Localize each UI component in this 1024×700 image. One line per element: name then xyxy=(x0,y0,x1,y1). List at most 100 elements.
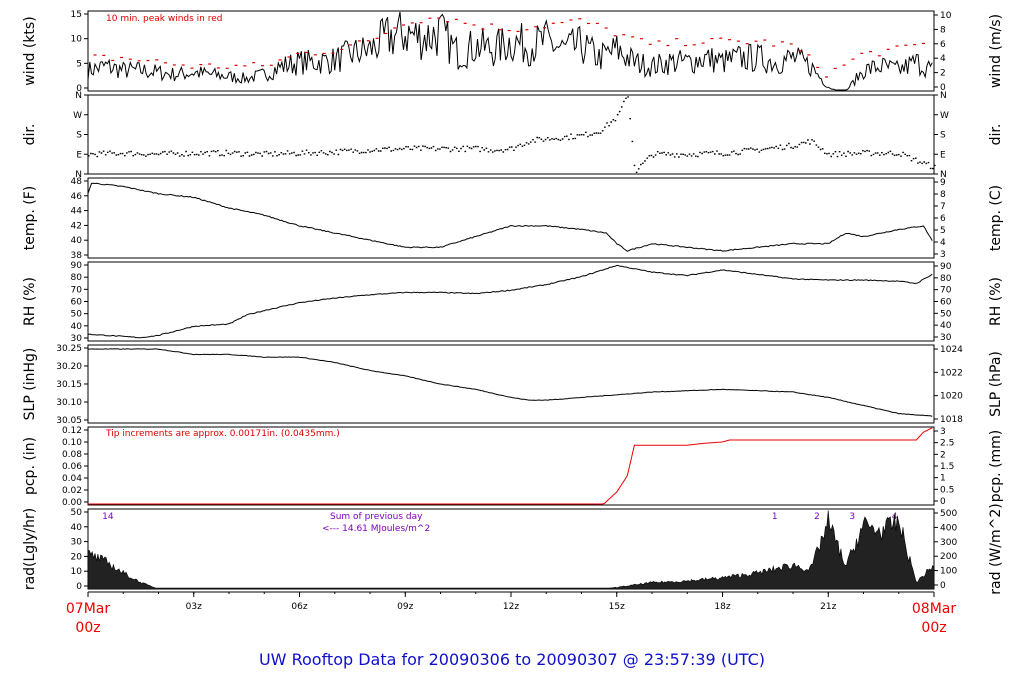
right-tick-label-temp: 5 xyxy=(940,226,946,236)
right-tick-label-dir: N xyxy=(940,91,947,101)
right-tick-label-dir: E xyxy=(940,150,946,160)
right-tick-label-slp: 1020 xyxy=(940,392,963,402)
right-tick-label-wind: 2 xyxy=(940,69,946,79)
right-tick-label-rh: 80 xyxy=(940,274,952,284)
left-axis-label-slp: SLP (inHg) xyxy=(22,348,38,421)
right-tick-label-temp: 9 xyxy=(940,178,946,188)
x-tick-label: 06z xyxy=(291,602,307,612)
right-tick-label-temp: 7 xyxy=(940,202,946,212)
left-tick-label-pcp: 0.02 xyxy=(62,486,82,496)
left-tick-label-temp: 44 xyxy=(71,207,83,217)
right-tick-label-pcp: 0.5 xyxy=(940,485,954,495)
right-tick-label-temp: 3 xyxy=(940,250,946,260)
left-axis-label-rh: RH (%) xyxy=(22,277,38,326)
panel-frame-wind xyxy=(87,10,935,92)
x-tick-label: 09z xyxy=(397,602,413,612)
left-tick-label-dir: N xyxy=(75,170,82,180)
right-tick-label-dir: S xyxy=(940,131,946,141)
right-tick-label-pcp: 1 xyxy=(940,474,946,484)
left-tick-label-rh: 70 xyxy=(71,285,83,295)
right-tick-label-rh: 70 xyxy=(940,286,952,296)
left-tick-label-rad: 0 xyxy=(76,582,82,592)
x-tick-label: 03z xyxy=(186,602,202,612)
right-axis-label-pcp: pcp. (mm) xyxy=(988,430,1004,503)
rad-marker-1: 1 xyxy=(772,512,778,522)
right-axis-label-wind: wind (m/s) xyxy=(988,14,1004,88)
rad-marker-14: 14 xyxy=(102,512,114,522)
right-tick-label-pcp: 2 xyxy=(940,450,946,460)
left-tick-label-wind: 15 xyxy=(71,10,82,20)
right-tick-label-pcp: 2.5 xyxy=(940,439,954,449)
rad-sum-label: Sum of previous day xyxy=(330,512,423,522)
x-start-hour: 00z xyxy=(75,620,100,636)
left-tick-label-slp: 30.10 xyxy=(56,398,82,408)
right-tick-label-temp: 6 xyxy=(940,214,946,224)
left-axis-label-rad: rad(Lgly/hr) xyxy=(22,508,38,590)
left-tick-label-temp: 42 xyxy=(71,221,82,231)
right-tick-label-rad: 300 xyxy=(940,538,957,548)
left-tick-label-rad: 30 xyxy=(71,538,83,548)
left-tick-label-rh: 50 xyxy=(71,310,83,320)
wind-annotation: 10 min. peak winds in red xyxy=(106,14,223,24)
temp-line xyxy=(87,182,933,252)
right-tick-label-wind: 4 xyxy=(940,54,946,64)
right-tick-label-pcp: 0 xyxy=(940,497,946,507)
chart-title: UW Rooftop Data for 20090306 to 20090307… xyxy=(258,650,766,669)
right-tick-label-dir: W xyxy=(940,111,949,121)
panel-frame-rh xyxy=(87,261,935,342)
right-tick-label-wind: 0 xyxy=(940,83,946,93)
x-end-hour: 00z xyxy=(921,620,946,636)
left-tick-label-pcp: 0.12 xyxy=(62,426,82,436)
left-tick-label-pcp: 0.04 xyxy=(62,474,82,484)
right-tick-label-rh: 50 xyxy=(940,309,952,319)
pcp-line xyxy=(88,427,933,505)
left-tick-label-rad: 10 xyxy=(71,567,83,577)
right-axis-label-rad: rad (W/m^2) xyxy=(988,503,1004,594)
left-tick-label-rh: 40 xyxy=(71,322,83,332)
right-axis-label-rh: RH (%) xyxy=(988,277,1004,326)
rad-marker-3: 3 xyxy=(849,512,855,522)
right-tick-label-dir: N xyxy=(940,170,947,180)
right-axis-label-temp: temp. (C) xyxy=(988,185,1004,251)
right-tick-label-slp: 1018 xyxy=(940,415,963,425)
right-tick-label-temp: 8 xyxy=(940,190,946,200)
rh-line xyxy=(87,264,933,339)
left-tick-label-pcp: 0.00 xyxy=(62,498,82,508)
right-tick-label-rad: 100 xyxy=(940,567,957,577)
right-tick-label-wind: 6 xyxy=(940,40,946,50)
right-tick-label-wind: 10 xyxy=(940,11,952,21)
left-tick-label-wind: 0 xyxy=(76,84,82,94)
left-tick-label-rad: 50 xyxy=(71,508,83,518)
left-tick-label-temp: 38 xyxy=(71,251,83,261)
left-tick-label-slp: 30.15 xyxy=(56,380,82,390)
panel-frame-slp xyxy=(87,344,935,424)
left-tick-label-pcp: 0.06 xyxy=(62,462,82,472)
x-end-date: 08Mar xyxy=(912,601,956,617)
left-tick-label-dir: N xyxy=(75,91,82,101)
x-tick-label: 18z xyxy=(714,602,730,612)
right-tick-label-rh: 30 xyxy=(940,333,952,343)
left-tick-label-rh: 90 xyxy=(71,261,83,271)
x-tick-label: 21z xyxy=(820,602,836,612)
panel-frame-temp xyxy=(87,177,935,259)
left-tick-label-dir: S xyxy=(76,131,82,141)
left-tick-label-rh: 60 xyxy=(71,298,83,308)
left-tick-label-wind: 10 xyxy=(71,35,83,45)
x-tick-label: 15z xyxy=(609,602,625,612)
wind-speed-line xyxy=(87,11,933,91)
left-tick-label-slp: 30.05 xyxy=(56,416,82,426)
right-tick-label-pcp: 3 xyxy=(940,427,946,437)
radiation-area xyxy=(87,510,935,590)
right-tick-label-rad: 0 xyxy=(940,581,946,591)
left-axis-label-pcp: pcp. (in) xyxy=(22,437,38,495)
left-tick-label-dir: E xyxy=(76,150,82,160)
left-tick-label-wind: 5 xyxy=(76,59,82,69)
right-tick-label-rad: 500 xyxy=(940,509,957,519)
left-tick-label-rad: 20 xyxy=(71,552,83,562)
left-tick-label-rh: 80 xyxy=(71,273,83,283)
right-tick-label-pcp: 1.5 xyxy=(940,462,954,472)
right-tick-label-rh: 40 xyxy=(940,321,952,331)
left-tick-label-rh: 30 xyxy=(71,334,83,344)
right-tick-label-wind: 8 xyxy=(940,25,946,35)
